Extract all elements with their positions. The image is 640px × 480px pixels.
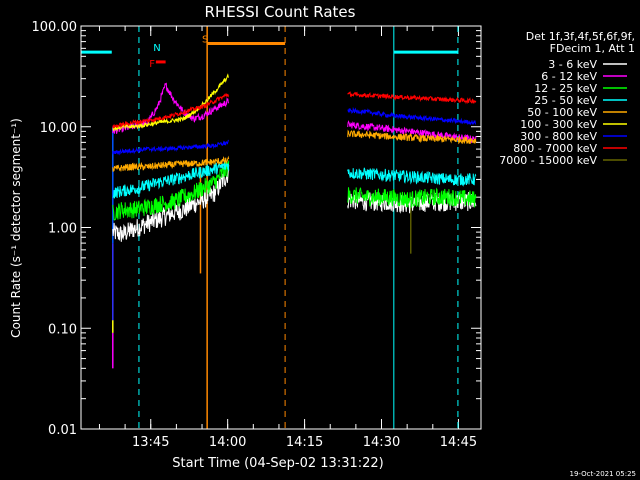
series-line-800-7000-kev-seg0: [112, 92, 230, 129]
chart-title: RHESSI Count Rates: [205, 3, 356, 21]
series-line-300-800-kev-seg1: [347, 106, 476, 126]
legend-label: 3 - 6 keV: [548, 58, 597, 71]
series-line-25-50-kev-seg0: [112, 159, 230, 199]
legend-label: 12 - 25 keV: [534, 82, 597, 95]
x-axis-label: Start Time (04-Sep-02 13:31:22): [172, 456, 383, 471]
series-line-300-800-kev-seg0: [112, 139, 229, 156]
legend-label: 800 - 7000 keV: [513, 142, 597, 155]
flag-label-n: N: [153, 43, 160, 54]
flag-label-f: F: [149, 59, 155, 70]
series-line-50-100-kev-seg0: [112, 155, 230, 172]
legend-label: 6 - 12 keV: [541, 70, 597, 83]
series-line-50-100-kev-seg1: [347, 129, 477, 145]
x-tick-label: 13:45: [132, 435, 169, 450]
legend-header-line1: Det 1f,3f,4f,5f,6f,9f,: [526, 30, 635, 43]
y-tick-label: 10.00: [40, 121, 77, 136]
y-tick-label: 0.01: [48, 423, 77, 438]
legend-label: 50 - 100 keV: [527, 106, 597, 119]
series-line-800-7000-kev-seg1: [347, 91, 477, 105]
legend-label: 100 - 300 keV: [520, 118, 597, 131]
x-tick-label: 14:15: [286, 435, 323, 450]
render-timestamp: 19-Oct-2021 05:25: [570, 470, 636, 478]
y-axis-label: Count Rate (s⁻¹ detector segment⁻¹): [9, 118, 23, 338]
series-line-12-25-kev-seg1: [347, 187, 477, 208]
series-line-12-25-kev-seg0: [112, 160, 230, 221]
x-tick-label: 14:45: [440, 435, 477, 450]
y-tick-label: 100.00: [32, 20, 78, 35]
flag-label-s: S: [202, 35, 208, 46]
legend-header-line2: FDecim 1, Att 1: [550, 42, 635, 55]
legend-label: 25 - 50 keV: [534, 94, 597, 107]
y-tick-label: 1.00: [48, 222, 77, 237]
series-line-25-50-kev-seg1: [347, 167, 477, 187]
x-tick-label: 14:00: [209, 435, 246, 450]
x-tick-label: 14:30: [363, 435, 400, 450]
plot-frame: [80, 25, 482, 430]
y-tick-label: 0.10: [48, 322, 77, 337]
legend-label: 300 - 800 keV: [520, 130, 597, 143]
legend-label: 7000 - 15000 keV: [499, 154, 597, 167]
series-line-100-300-kev-seg0: [112, 73, 230, 132]
